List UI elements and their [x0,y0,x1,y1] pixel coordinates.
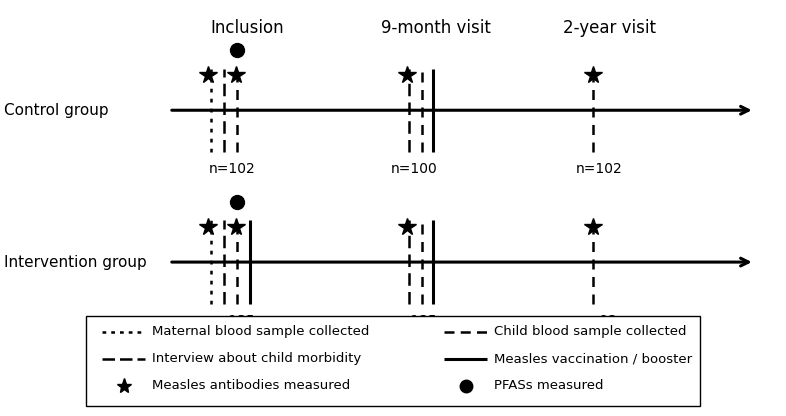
Text: n=100: n=100 [391,162,438,176]
Text: n=135: n=135 [391,314,438,328]
Text: PFASs measured: PFASs measured [494,379,603,392]
Text: n=102: n=102 [208,162,255,176]
Text: n=92: n=92 [580,314,618,328]
Text: 2-year visit: 2-year visit [563,19,656,37]
Text: n=135: n=135 [208,314,255,328]
Text: Inclusion: Inclusion [211,19,285,37]
Text: n=102: n=102 [575,162,623,176]
FancyBboxPatch shape [86,316,700,406]
Text: Maternal blood sample collected: Maternal blood sample collected [152,325,369,338]
Text: Intervention group: Intervention group [4,255,147,270]
Text: Measles antibodies measured: Measles antibodies measured [152,379,350,392]
Text: 9-month visit: 9-month visit [381,19,491,37]
Text: Child blood sample collected: Child blood sample collected [494,325,686,338]
Text: Measles vaccination / booster: Measles vaccination / booster [494,352,692,365]
Text: Control group: Control group [4,103,108,118]
Text: Interview about child morbidity: Interview about child morbidity [152,352,361,365]
